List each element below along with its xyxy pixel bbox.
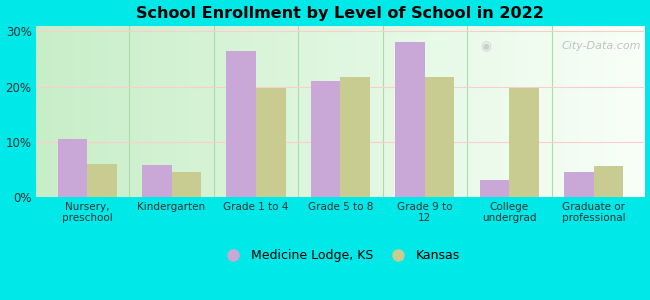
Bar [256,88,285,197]
Bar [395,42,425,197]
Text: ◉: ◉ [480,40,491,53]
Bar [480,180,510,197]
Bar [510,88,539,197]
Bar [226,51,256,197]
Legend: Medicine Lodge, KS, Kansas: Medicine Lodge, KS, Kansas [216,244,465,267]
Bar [311,81,341,197]
Bar [142,165,172,197]
Bar [87,164,116,197]
Bar [172,172,201,197]
Text: City-Data.com: City-Data.com [562,41,642,51]
Title: School Enrollment by Level of School in 2022: School Enrollment by Level of School in … [136,6,544,21]
Bar [594,167,623,197]
Bar [564,172,594,197]
Bar [58,139,87,197]
Bar [425,76,454,197]
Bar [341,76,370,197]
